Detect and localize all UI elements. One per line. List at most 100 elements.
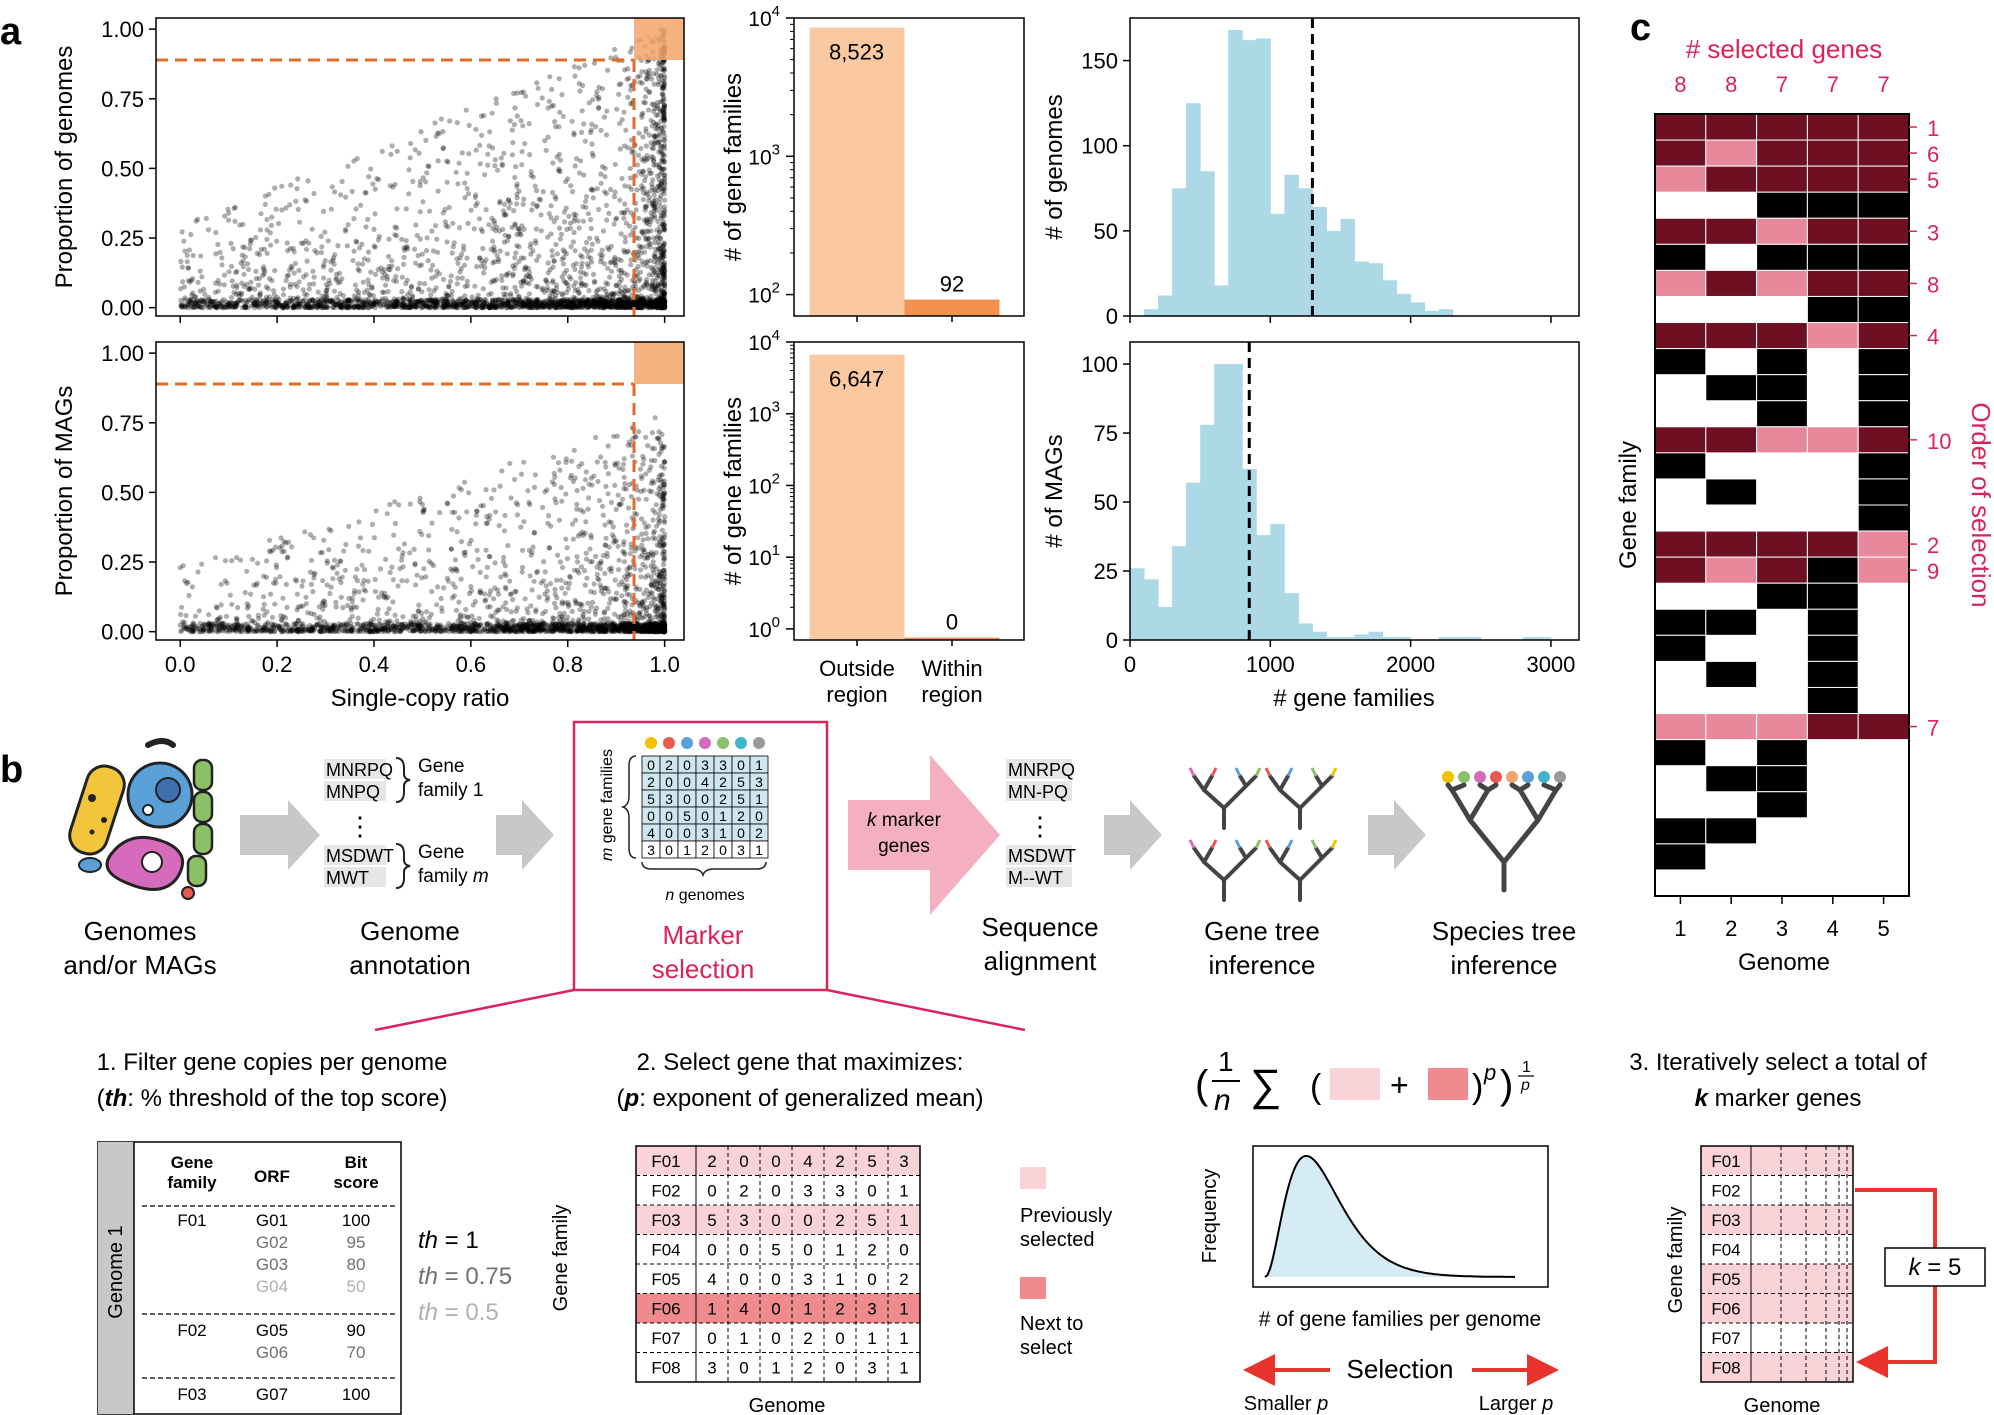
scatter-point [634,305,641,311]
scatter-point [424,235,430,241]
scatter-point [579,108,585,114]
scatter-point [306,286,312,292]
scatter-point [322,229,328,235]
scatter-point [578,564,585,570]
scatter-point [375,606,381,613]
scatter-point [595,478,601,485]
scatter-point [593,434,599,441]
scatter-point [643,129,649,135]
scatter-point [660,84,666,90]
scatter-point [622,284,628,290]
scatter-point [605,245,611,251]
scatter-point [661,114,667,121]
scatter-point [533,240,539,246]
scatter-point [263,301,269,307]
scatter-point [482,304,488,310]
scatter-point [640,461,646,467]
scatter-point [654,227,660,233]
scatter-point [333,275,340,281]
scatter-point [621,210,627,216]
scatter-point [652,140,658,147]
scatter-point [657,143,663,149]
scatter-point [287,284,293,290]
scatter-point [372,211,378,217]
scatter-point [213,251,219,257]
scatter-point [284,273,290,279]
scatter-point [229,558,235,564]
scatter-point [301,274,307,280]
scatter-point [590,187,597,193]
scatter-point [611,433,617,439]
scatter-point [532,183,538,189]
scatter-point [657,108,663,114]
scatter-point [540,304,547,310]
scatter-point [521,196,527,202]
scatter-point [296,279,302,285]
scatter-point [179,604,185,610]
scatter-point [640,169,646,175]
scatter-point [599,503,606,509]
scatter-point [649,101,655,107]
scatter-point [388,299,394,305]
scatter-point [379,269,385,275]
scatter-point [406,167,412,173]
scatter-point [659,299,666,305]
scatter-point [553,293,559,299]
scatter-point [355,266,361,272]
scatter-point [386,263,392,269]
scatter-point [643,259,649,266]
scatter-point [361,289,368,295]
scatter-point [496,228,502,234]
scatter-point [186,300,192,306]
scatter-point [285,248,291,254]
scatter-point [360,547,366,554]
scatter-point [527,273,533,280]
scatter-point [661,297,668,303]
scatter-point [662,290,668,296]
scatter-point [503,285,509,291]
scatter-point [406,302,412,308]
scatter-point [365,249,372,255]
scatter-point [444,158,450,164]
scatter-point [586,481,592,487]
scatter-point [480,286,486,292]
scatter-point [637,269,644,275]
scatter-point [269,214,275,220]
scatter-point [612,46,618,53]
scatter-point [562,249,568,255]
scatter-point [636,429,642,435]
scatter-point [482,265,488,271]
scatter-point [375,267,381,273]
scatter-point [657,183,663,190]
scatter-point [549,86,555,92]
scatter-point [588,247,594,253]
scatter-point [188,304,195,311]
scatter-point [598,127,604,133]
scatter-point [449,250,455,256]
scatter-point [655,239,661,245]
scatter-point [190,304,196,310]
scatter-point [656,161,662,167]
scatter-point [639,157,645,163]
scatter-point [454,281,460,287]
scatter-point [355,615,361,621]
scatter-point [420,304,426,310]
scatter-point [648,293,654,299]
scatter-point [492,227,499,234]
scatter-point [592,297,598,303]
scatter-point [241,304,247,310]
scatter-point [553,577,560,583]
scatter-point [221,297,227,303]
scatter-point [407,501,413,507]
scatter-point [618,270,625,276]
scatter-point [401,305,407,311]
scatter-point [502,302,508,308]
scatter-point [622,143,628,149]
scatter-point [518,279,524,285]
scatter-point [583,301,589,307]
scatter-point [511,476,518,483]
scatter-point [487,604,493,610]
scatter-point [365,216,371,222]
scatter-point [646,107,652,113]
scatter-point [628,257,634,263]
